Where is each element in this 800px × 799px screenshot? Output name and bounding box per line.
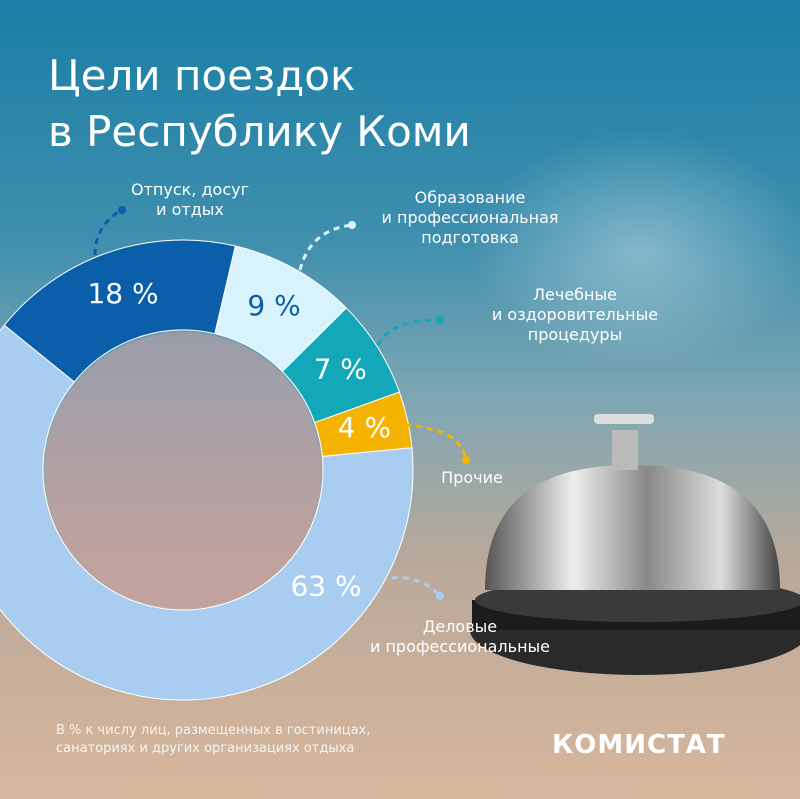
- donut-segment: [0, 324, 414, 701]
- bell: [470, 414, 800, 675]
- donut-hole: [45, 332, 321, 608]
- value-label: 9 %: [247, 289, 300, 322]
- category-label: Отпуск, досуг и отдых: [131, 180, 249, 219]
- value-label: 18 %: [87, 277, 158, 310]
- footnote: В % к числу лиц, размещенных в гостиница…: [56, 723, 371, 756]
- background-glow: [470, 130, 800, 370]
- category-label: Прочие: [441, 468, 503, 487]
- brand: КОМИСТАТ: [552, 730, 726, 760]
- value-label: 7 %: [314, 353, 367, 386]
- value-label: 63 %: [290, 569, 361, 602]
- category-label: Лечебные и оздоровительные процедуры: [491, 285, 659, 344]
- leader-lines: [93, 206, 470, 600]
- donut-segment: [3, 239, 236, 383]
- value-label: 4 %: [338, 411, 391, 444]
- category-label: Образование и профессиональная подготовк…: [381, 188, 559, 247]
- title: Цели поездок в Республику Коми: [48, 51, 471, 156]
- category-label: Деловые и профессиональные: [369, 617, 551, 656]
